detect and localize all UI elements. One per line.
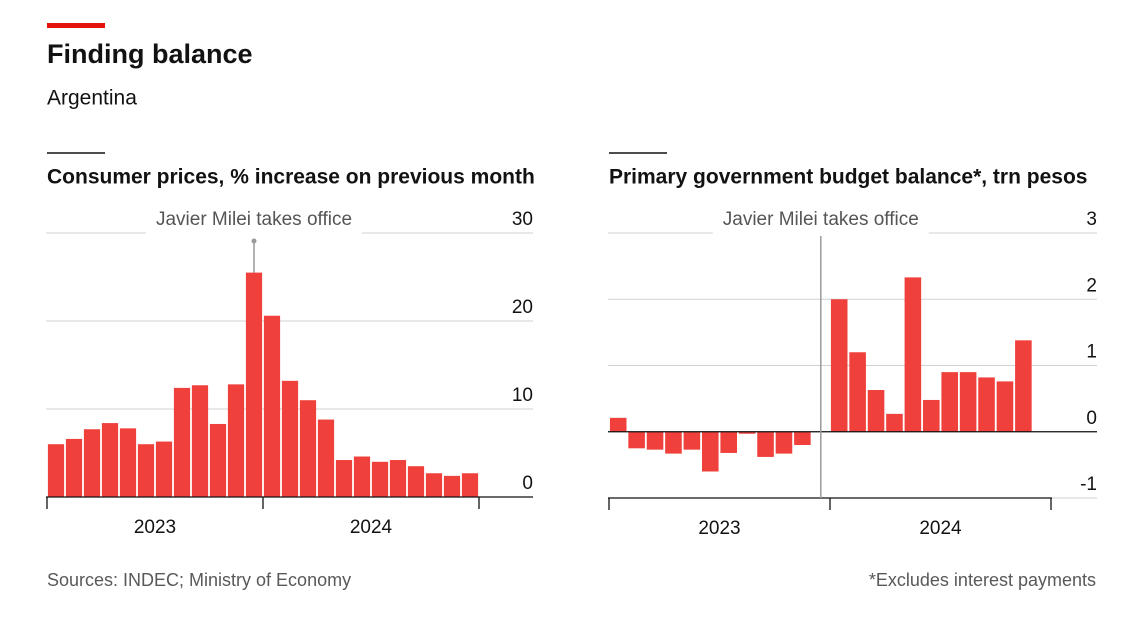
y-tick-label: 0 bbox=[1086, 408, 1097, 429]
bar bbox=[757, 431, 774, 457]
bar bbox=[65, 438, 83, 497]
bar bbox=[443, 475, 461, 497]
x-year-label: 2023 bbox=[134, 517, 176, 538]
bar bbox=[720, 431, 737, 453]
bar bbox=[867, 390, 885, 432]
bar bbox=[353, 456, 371, 497]
bar bbox=[775, 431, 793, 454]
subtitle: Argentina bbox=[47, 87, 137, 110]
bar bbox=[646, 431, 664, 450]
bar bbox=[137, 444, 155, 497]
bar bbox=[923, 399, 940, 432]
bar bbox=[317, 419, 335, 497]
y-tick-label: 1 bbox=[1086, 342, 1097, 363]
bar bbox=[849, 352, 866, 432]
bar bbox=[904, 277, 922, 432]
bar bbox=[461, 473, 479, 497]
bar bbox=[281, 380, 299, 497]
bar bbox=[959, 372, 977, 432]
bar bbox=[371, 461, 389, 497]
x-year-label: 2024 bbox=[919, 518, 962, 539]
bar bbox=[738, 431, 756, 434]
bar bbox=[886, 413, 903, 432]
title: Finding balance bbox=[47, 39, 253, 69]
y-tick-label: 2 bbox=[1086, 275, 1097, 296]
y-tick-label: 3 bbox=[1086, 209, 1097, 230]
bar bbox=[683, 431, 701, 450]
y-tick-label: 10 bbox=[512, 385, 533, 406]
x-year-label: 2024 bbox=[350, 517, 393, 538]
bar bbox=[227, 384, 245, 497]
y-tick-label: 0 bbox=[522, 473, 533, 494]
bar bbox=[101, 423, 119, 497]
bar bbox=[665, 431, 682, 454]
bar bbox=[47, 444, 65, 497]
y-tick-label: 20 bbox=[512, 297, 533, 318]
bar bbox=[119, 428, 137, 497]
annotation-dot bbox=[251, 238, 257, 244]
bar bbox=[978, 377, 995, 432]
bar bbox=[1015, 340, 1032, 432]
bar bbox=[335, 460, 353, 497]
x-year-label: 2023 bbox=[698, 518, 740, 539]
bar bbox=[702, 431, 719, 472]
bar bbox=[609, 417, 627, 432]
bar bbox=[389, 460, 407, 497]
y-tick-label: -1 bbox=[1080, 474, 1097, 495]
panel-title: Consumer prices, % increase on previous … bbox=[47, 166, 535, 189]
bar bbox=[245, 272, 263, 497]
bar bbox=[191, 385, 209, 497]
footnote: *Excludes interest payments bbox=[869, 570, 1096, 590]
panel-title: Primary government budget balance*, trn … bbox=[609, 166, 1087, 189]
annotation-gap bbox=[712, 230, 929, 236]
annotation: Javier Milei takes office bbox=[156, 209, 352, 230]
bar bbox=[299, 400, 317, 497]
bar bbox=[941, 372, 958, 432]
bar bbox=[83, 429, 101, 497]
bar bbox=[794, 431, 811, 445]
bar bbox=[407, 466, 425, 497]
bar bbox=[628, 431, 645, 449]
source: Sources: INDEC; Ministry of Economy bbox=[47, 570, 351, 590]
bar bbox=[425, 473, 443, 497]
annotation: Javier Milei takes office bbox=[723, 209, 919, 230]
annotation-gap bbox=[145, 230, 363, 236]
bar bbox=[996, 381, 1014, 432]
accent-bar bbox=[47, 23, 105, 28]
bar bbox=[209, 423, 227, 497]
bar bbox=[263, 315, 281, 497]
bar bbox=[155, 441, 173, 497]
y-tick-label: 30 bbox=[512, 209, 533, 230]
bar bbox=[173, 387, 191, 497]
bar bbox=[830, 299, 848, 432]
